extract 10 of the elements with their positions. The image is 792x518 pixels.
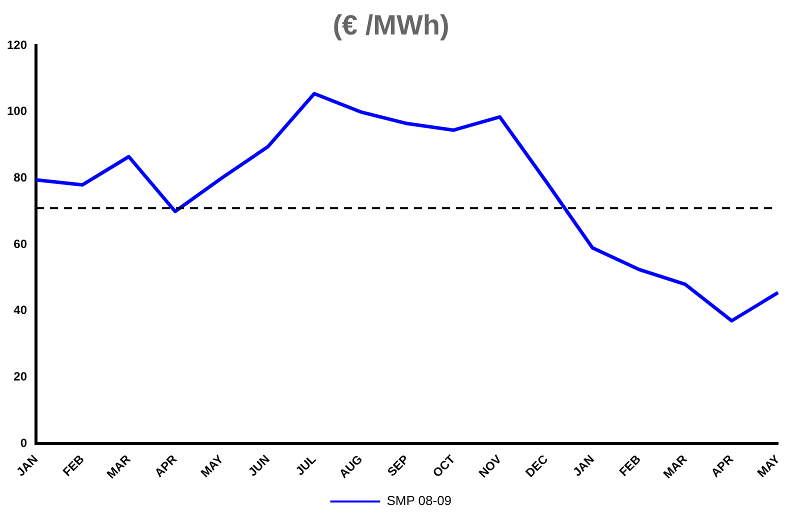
x-tick-label: JUL [292, 452, 319, 478]
legend-label: SMP 08-09 [386, 493, 452, 508]
y-tick-label: 20 [14, 369, 28, 384]
y-tick-label: 80 [14, 170, 28, 185]
chart-title: (€ /MWh) [332, 10, 450, 41]
y-tick-label: 120 [6, 38, 28, 52]
y-tick-label: 0 [20, 436, 28, 450]
y-tick-label: 100 [6, 104, 28, 118]
y-tick-label: 60 [14, 236, 28, 251]
y-tick-label: 40 [14, 303, 28, 318]
